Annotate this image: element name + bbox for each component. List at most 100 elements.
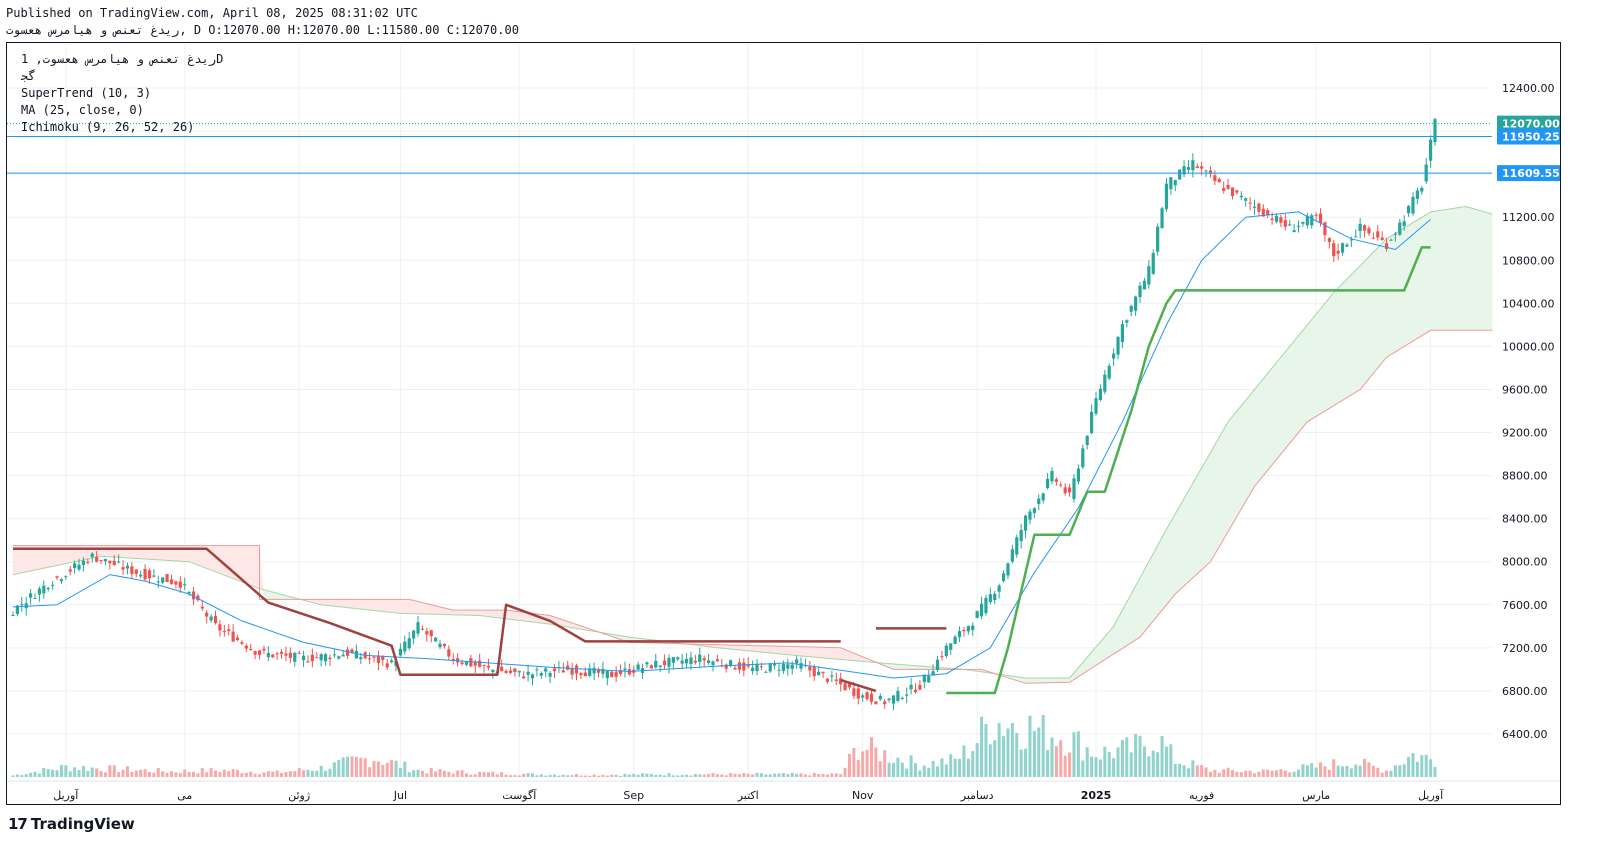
cloud-segment	[1170, 512, 1176, 601]
candle-body	[81, 560, 86, 566]
candle-body	[1217, 179, 1221, 183]
volume-bar	[24, 774, 28, 777]
candle	[1415, 187, 1419, 205]
x-tick-label: Sep	[623, 789, 644, 802]
chart-frame[interactable]: 6400.00 6800.00 7200.00 7600.00 8000.00 8400.…	[6, 42, 1561, 805]
candle	[1222, 181, 1226, 194]
candle	[1085, 435, 1089, 450]
candle-body	[310, 654, 314, 662]
y-tick-label: 9200.00	[1502, 427, 1548, 440]
candle-body	[1402, 221, 1406, 226]
cloud-segment	[1254, 383, 1260, 488]
candle	[724, 663, 728, 673]
candle	[1336, 243, 1340, 260]
cloud-segment	[334, 599, 340, 608]
candle-body	[108, 560, 112, 564]
cloud-segment	[360, 599, 366, 610]
candle	[1266, 208, 1270, 218]
candle-body	[315, 657, 319, 659]
candle-body	[684, 658, 689, 664]
candle-body	[257, 650, 262, 655]
volume-bar	[1024, 748, 1028, 777]
volume-bar	[447, 771, 451, 777]
volume-bar	[891, 762, 895, 777]
candle-body	[200, 606, 204, 609]
volume-bar	[192, 771, 196, 777]
candle-body	[1138, 285, 1142, 298]
cloud-segment	[1205, 451, 1211, 567]
candle-body	[249, 648, 253, 650]
cloud-segment	[1368, 251, 1374, 380]
tradingview-logo[interactable]: 17 TradingView	[8, 815, 135, 833]
volume-bar	[812, 772, 816, 777]
candle	[526, 664, 530, 682]
volume-bar	[372, 760, 376, 777]
cloud-segment	[118, 545, 124, 558]
candle	[1274, 213, 1279, 224]
candle-body	[403, 641, 407, 652]
candle-body	[601, 668, 605, 674]
volume-bar	[698, 774, 702, 777]
cloud-segment	[1430, 210, 1436, 331]
volume-bar	[319, 765, 323, 777]
volume-bar	[1319, 762, 1323, 777]
candle	[795, 655, 799, 669]
cloud-segment	[1315, 307, 1321, 417]
volume-bar	[297, 768, 301, 777]
candle-body	[583, 672, 587, 677]
cloud-segment	[1469, 207, 1475, 331]
cloud-segment	[1324, 297, 1330, 412]
candle-body	[24, 603, 28, 609]
volume-bar	[227, 771, 231, 777]
volume-bar	[847, 753, 851, 777]
candle-body	[1028, 511, 1032, 520]
volume-bar	[1085, 747, 1089, 777]
volume-bar	[464, 773, 468, 777]
cloud-segment	[1240, 399, 1246, 511]
volume-bar	[526, 773, 530, 777]
candle-body	[416, 622, 420, 634]
y-tick-label: 12400.00	[1502, 82, 1555, 95]
candle	[1098, 384, 1103, 402]
legend-supertrend[interactable]: SuperTrend (10, 3)	[21, 86, 152, 100]
legend-ma[interactable]: MA (25, close, 0)	[21, 103, 144, 117]
candle	[610, 670, 614, 678]
volume-bar	[702, 774, 706, 777]
candle-body	[988, 594, 992, 602]
candle	[456, 653, 460, 667]
cloud-segment	[1258, 377, 1264, 482]
volume-bar	[1019, 749, 1023, 777]
legend-ichimoku[interactable]: Ichimoku (9, 26, 52, 26)	[21, 120, 195, 134]
price-chart[interactable]: 6400.00 6800.00 7200.00 7600.00 8000.00 8400.…	[7, 43, 1560, 804]
candle	[614, 666, 618, 683]
volume-bar	[645, 773, 649, 777]
volume-bar	[271, 771, 275, 777]
candle-body	[425, 631, 429, 635]
candle	[812, 664, 816, 681]
cloud-segment	[1320, 302, 1326, 415]
candle-body	[1107, 365, 1111, 379]
candle-body	[636, 664, 640, 670]
volume-bar	[394, 760, 398, 777]
candle	[1015, 534, 1019, 558]
x-tick-label: آوریل	[53, 788, 79, 802]
candle	[1208, 166, 1213, 178]
cloud-segment	[474, 609, 480, 616]
candle-body	[390, 660, 394, 663]
tradingview-logo-icon: 17	[8, 815, 28, 833]
volume-bar	[1332, 759, 1336, 777]
candle-body	[51, 584, 55, 586]
volume-bar	[553, 774, 557, 777]
candle	[935, 655, 940, 673]
candle-body	[698, 654, 702, 663]
candle	[310, 648, 314, 668]
cloud-segment	[1465, 206, 1471, 331]
candle	[301, 650, 306, 668]
cloud-segment	[1192, 474, 1198, 579]
cloud-segment	[426, 603, 432, 615]
candle	[1380, 231, 1384, 241]
candle-body	[1213, 175, 1217, 182]
candle-body	[671, 657, 675, 663]
cloud-segment	[1461, 206, 1467, 331]
candle-body	[940, 656, 944, 658]
